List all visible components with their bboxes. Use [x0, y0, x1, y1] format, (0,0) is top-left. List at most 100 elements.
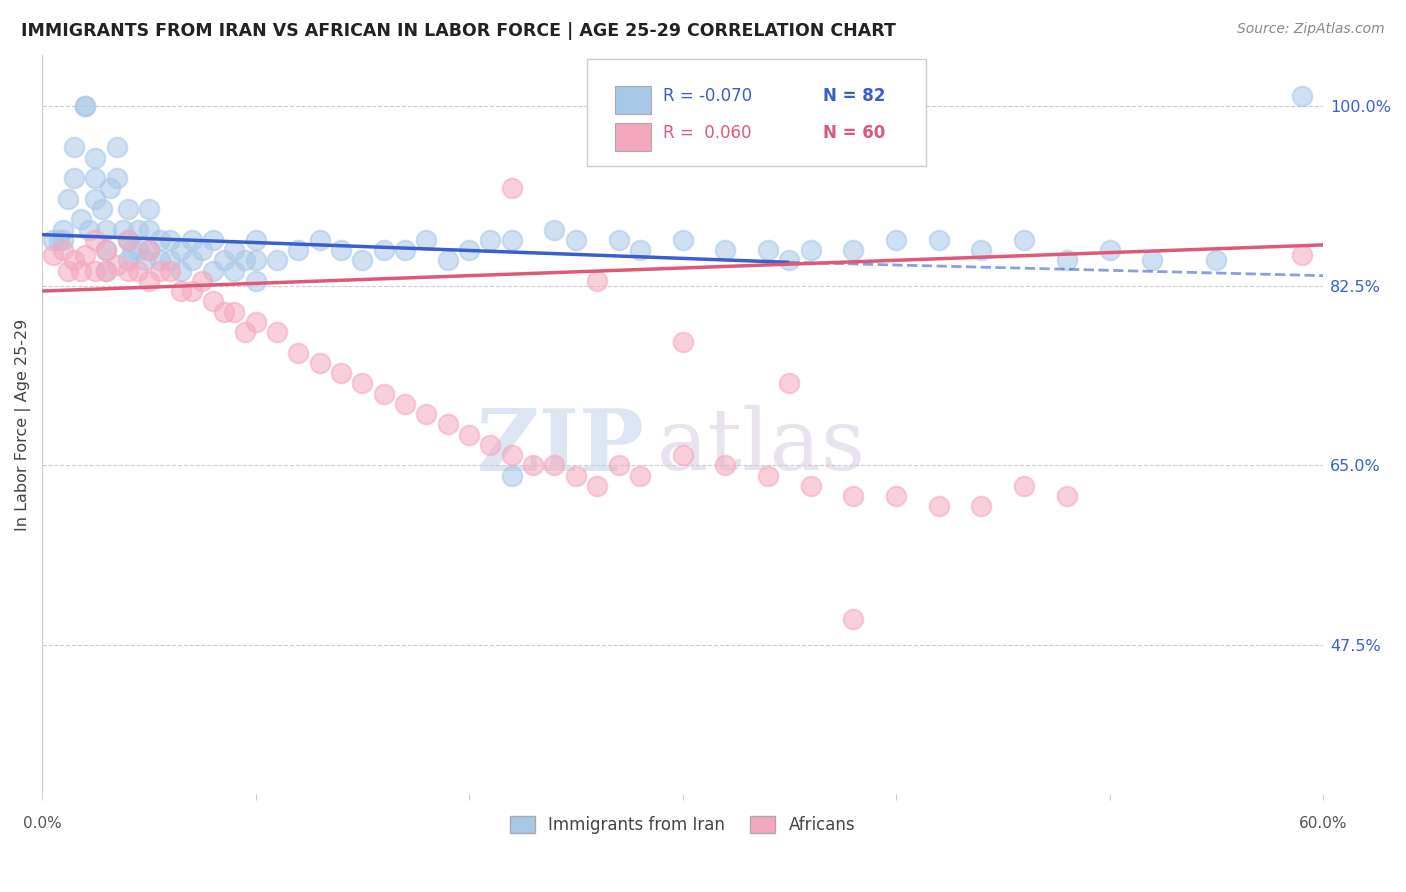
Point [245, 274, 267, 288]
Point [170, 243, 193, 257]
Point [245, 233, 267, 247]
Point [501, 181, 523, 195]
Point [628, 468, 651, 483]
Point [970, 243, 993, 257]
Point [159, 253, 181, 268]
Point [245, 253, 267, 268]
Point [159, 263, 181, 277]
Point [884, 233, 907, 247]
Point [586, 274, 609, 288]
Text: atlas: atlas [657, 405, 866, 488]
Point [233, 253, 256, 268]
Point [373, 386, 395, 401]
Point [96, 263, 118, 277]
Point [287, 243, 309, 257]
Point [756, 468, 779, 483]
Point [170, 284, 193, 298]
Point [96, 222, 118, 236]
Point [543, 458, 565, 473]
Text: Source: ZipAtlas.com: Source: ZipAtlas.com [1237, 22, 1385, 37]
Point [201, 233, 224, 247]
Point [607, 233, 630, 247]
Point [842, 243, 865, 257]
Point [928, 500, 950, 514]
Point [84, 171, 107, 186]
Text: R = -0.070: R = -0.070 [664, 87, 752, 104]
Point [127, 263, 149, 277]
Point [436, 417, 458, 432]
Text: R =  0.060: R = 0.060 [664, 124, 752, 142]
Point [138, 202, 160, 216]
Point [800, 243, 823, 257]
Point [1098, 243, 1121, 257]
Point [224, 263, 246, 277]
Point [308, 233, 330, 247]
Point [112, 222, 135, 236]
Point [778, 253, 800, 268]
Point [352, 253, 374, 268]
Point [180, 284, 202, 298]
Point [233, 325, 256, 339]
Point [138, 222, 160, 236]
Point [266, 325, 288, 339]
Point [52, 222, 75, 236]
Point [138, 243, 160, 257]
Point [127, 222, 149, 236]
Point [352, 376, 374, 391]
Point [501, 448, 523, 462]
Point [138, 274, 160, 288]
Point [180, 233, 202, 247]
Text: ZIP: ZIP [477, 405, 644, 489]
Point [565, 233, 588, 247]
Point [1291, 89, 1313, 103]
FancyBboxPatch shape [614, 87, 651, 114]
Point [191, 274, 214, 288]
Point [148, 263, 170, 277]
Point [458, 427, 481, 442]
Point [671, 335, 693, 350]
Point [884, 489, 907, 503]
Point [778, 376, 800, 391]
Point [69, 263, 91, 277]
Point [1205, 253, 1227, 268]
Point [134, 253, 156, 268]
Point [415, 407, 437, 421]
Point [180, 253, 202, 268]
Point [970, 500, 993, 514]
Point [714, 458, 737, 473]
Point [73, 248, 96, 262]
Point [1056, 489, 1078, 503]
Point [928, 233, 950, 247]
Text: 60.0%: 60.0% [1299, 816, 1347, 831]
Point [394, 397, 416, 411]
FancyBboxPatch shape [614, 123, 651, 151]
Point [628, 243, 651, 257]
Point [671, 233, 693, 247]
Point [1012, 479, 1035, 493]
Point [105, 259, 128, 273]
Point [52, 243, 75, 257]
Point [117, 202, 139, 216]
Point [201, 294, 224, 309]
Point [148, 233, 170, 247]
Point [63, 171, 86, 186]
Point [105, 140, 128, 154]
Point [117, 233, 139, 247]
Y-axis label: In Labor Force | Age 25-29: In Labor Force | Age 25-29 [15, 318, 31, 531]
Point [212, 304, 235, 318]
Point [121, 243, 143, 257]
Text: IMMIGRANTS FROM IRAN VS AFRICAN IN LABOR FORCE | AGE 25-29 CORRELATION CHART: IMMIGRANTS FROM IRAN VS AFRICAN IN LABOR… [21, 22, 896, 40]
Point [394, 243, 416, 257]
Point [501, 468, 523, 483]
Point [212, 253, 235, 268]
Point [245, 315, 267, 329]
Point [287, 345, 309, 359]
Point [73, 99, 96, 113]
Point [330, 366, 353, 380]
Point [479, 233, 502, 247]
Point [42, 233, 65, 247]
Point [607, 458, 630, 473]
Text: 0.0%: 0.0% [22, 816, 62, 831]
Point [77, 222, 100, 236]
Point [56, 263, 79, 277]
